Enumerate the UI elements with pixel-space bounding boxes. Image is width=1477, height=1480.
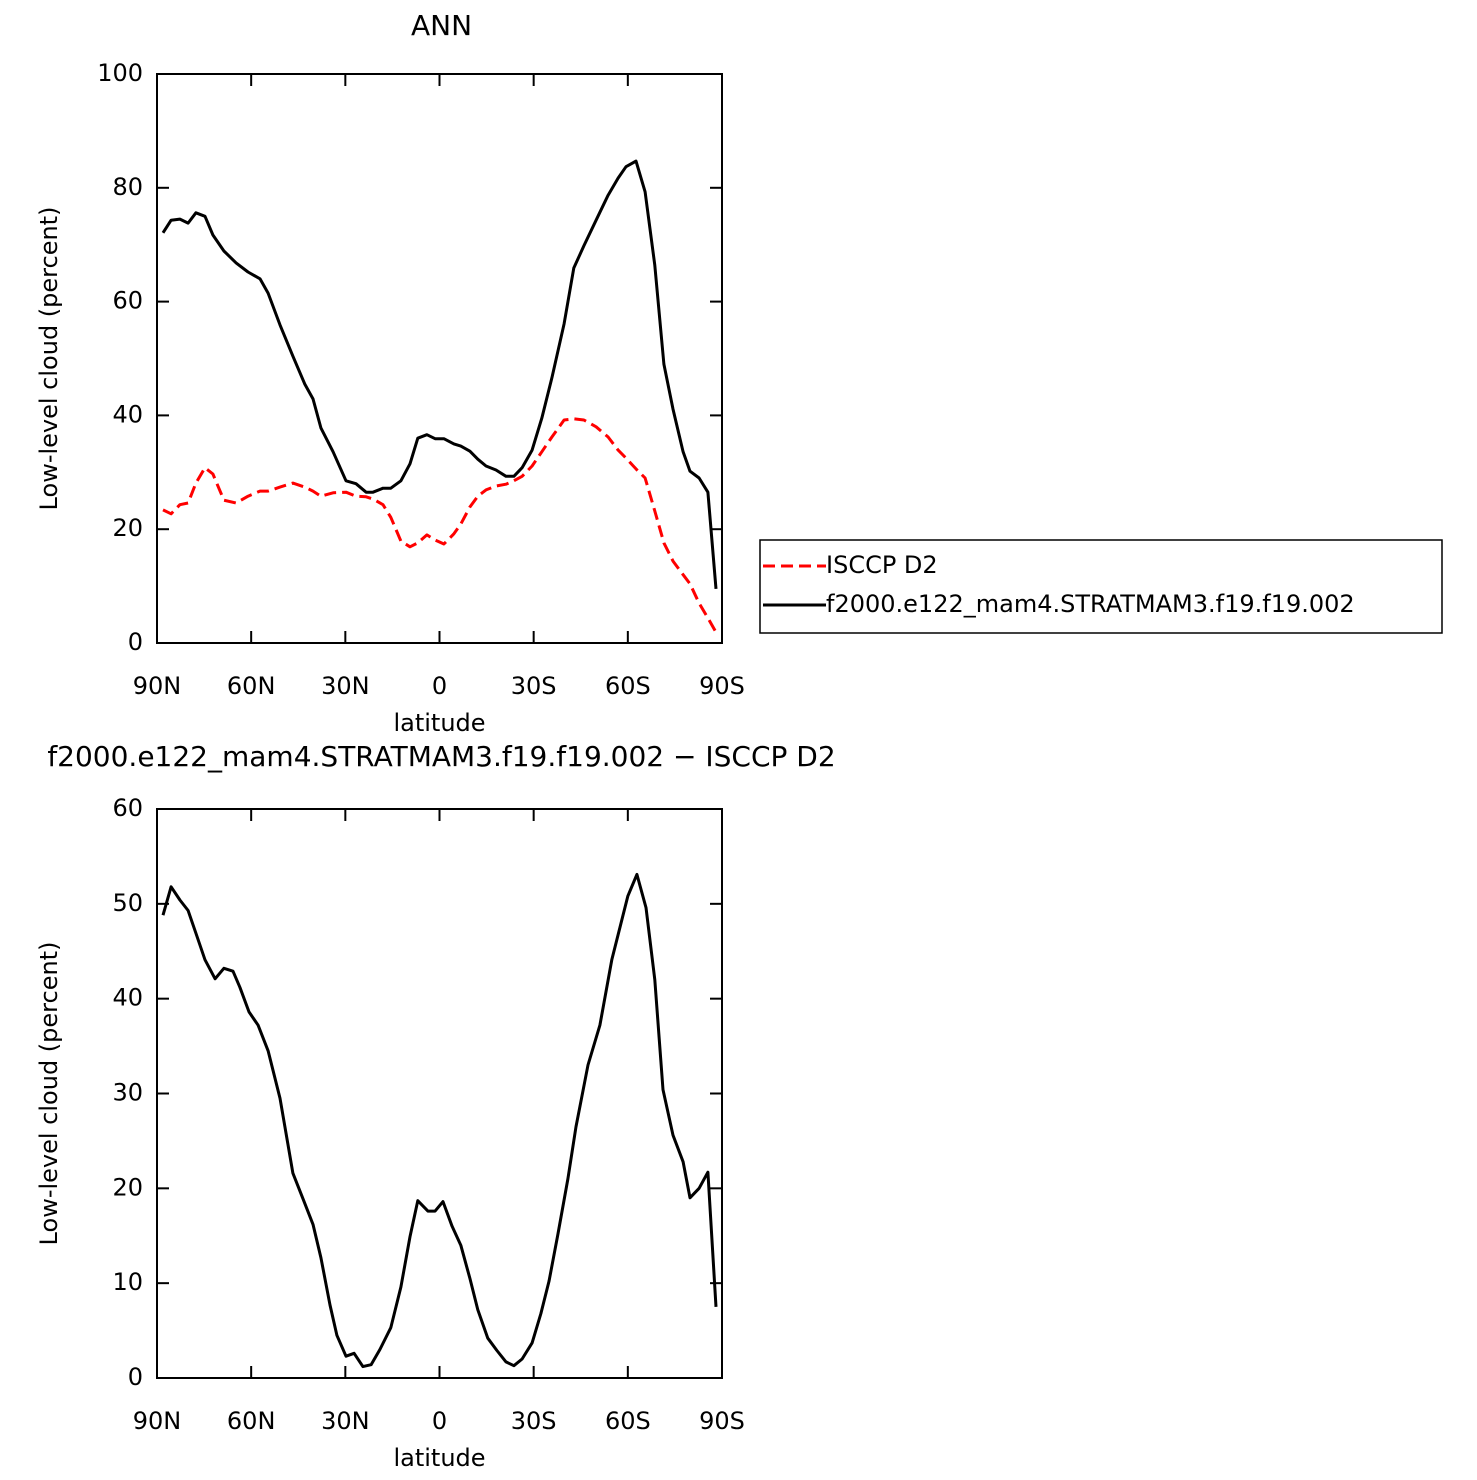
x-axis-label: latitude bbox=[393, 709, 485, 737]
y-tick-label: 80 bbox=[112, 173, 143, 201]
x-tick-label: 90N bbox=[133, 672, 182, 700]
y-tick-label: 0 bbox=[128, 628, 143, 656]
y-tick-label: 0 bbox=[128, 1363, 143, 1391]
x-tick-label: 90S bbox=[699, 672, 745, 700]
x-tick-label: 30N bbox=[321, 672, 370, 700]
legend-box bbox=[759, 539, 1443, 634]
x-tick-label: 60S bbox=[605, 1407, 651, 1435]
y-tick-label: 40 bbox=[112, 400, 143, 428]
x-tick-label: 30S bbox=[511, 1407, 557, 1435]
x-tick-label: 90S bbox=[699, 1407, 745, 1435]
y-axis-label: Low-level cloud (percent) bbox=[35, 942, 63, 1246]
chart-title: ANN bbox=[411, 9, 472, 42]
y-tick-label: 100 bbox=[97, 59, 143, 87]
data-line bbox=[161, 872, 718, 1369]
x-tick-label: 30S bbox=[511, 672, 557, 700]
data-line bbox=[162, 417, 718, 633]
y-tick-label: 10 bbox=[112, 1268, 143, 1296]
y-tick-label: 30 bbox=[112, 1079, 143, 1107]
x-tick-label: 60S bbox=[605, 672, 651, 700]
y-tick-label: 20 bbox=[112, 1173, 143, 1201]
x-tick-label: 0 bbox=[432, 672, 447, 700]
legend-label: ISCCP D2 bbox=[826, 551, 938, 579]
chart-title: f2000.e122_mam4.STRATMAM3.f19.f19.002 − … bbox=[47, 740, 835, 773]
data-line bbox=[161, 159, 718, 590]
y-tick-label: 60 bbox=[112, 287, 143, 315]
y-tick-label: 50 bbox=[112, 889, 143, 917]
legend-label: f2000.e122_mam4.STRATMAM3.f19.f19.002 bbox=[826, 590, 1355, 618]
x-axis-label: latitude bbox=[393, 1444, 485, 1472]
y-tick-label: 40 bbox=[112, 984, 143, 1012]
y-tick-label: 60 bbox=[112, 794, 143, 822]
x-tick-label: 90N bbox=[133, 1407, 182, 1435]
x-tick-label: 60N bbox=[227, 672, 276, 700]
plot-frame bbox=[156, 73, 723, 644]
x-tick-label: 0 bbox=[432, 1407, 447, 1435]
plot-frame bbox=[156, 808, 723, 1379]
x-tick-label: 60N bbox=[227, 1407, 276, 1435]
y-tick-label: 20 bbox=[112, 514, 143, 542]
y-axis-label: Low-level cloud (percent) bbox=[35, 207, 63, 511]
x-tick-label: 30N bbox=[321, 1407, 370, 1435]
